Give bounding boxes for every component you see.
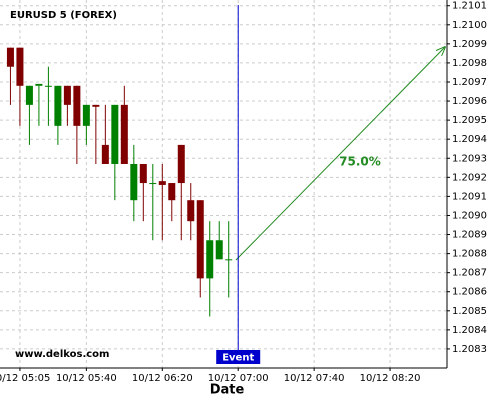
y-tick-label: 1.2088 (452, 249, 487, 260)
y-tick-label: 1.2100 (452, 20, 487, 31)
y-tick-label: 1.2085 (452, 306, 487, 317)
candle-body (92, 104, 100, 107)
candle-body (120, 104, 128, 164)
candle-body (206, 240, 214, 279)
candle-body (196, 200, 204, 279)
candle-body (149, 183, 157, 185)
candle-body (16, 47, 24, 86)
y-tick-label: 1.2089 (452, 230, 487, 241)
x-tick-label: 10/12 07:40 (284, 373, 345, 384)
y-tick-label: 1.2093 (452, 153, 487, 164)
candle-body (101, 144, 109, 164)
y-tick-label: 1.2087 (452, 268, 487, 279)
y-tick-label: 1.2099 (452, 39, 487, 50)
x-tick-label: 10/12 05:05 (0, 373, 50, 384)
candle-body (158, 181, 166, 185)
forecast-arrow (235, 47, 445, 261)
candle-body (6, 47, 14, 67)
watermark: www.delkos.com (15, 349, 109, 360)
candle-body (139, 163, 147, 184)
candle-body (187, 200, 195, 222)
event-box (216, 350, 261, 364)
y-tick-label: 1.2091 (452, 191, 487, 202)
y-tick-label: 1.2097 (452, 77, 487, 88)
candle-body (73, 85, 81, 126)
candle-body (25, 85, 33, 105)
y-tick-label: 1.2096 (452, 96, 487, 107)
forecast-label: 75.0% (339, 155, 381, 169)
candle-body (54, 85, 62, 126)
event-label: Event (222, 353, 254, 364)
candle-body (130, 163, 138, 201)
grid (0, 0, 447, 368)
x-tick-label: 10/12 07:00 (208, 373, 269, 384)
y-tick-label: 1.2083 (452, 344, 487, 355)
candle-body (215, 240, 223, 260)
y-tick-label: 1.2092 (452, 172, 487, 183)
candle-body (63, 85, 71, 105)
chart-title: EURUSD 5 (FOREX) (10, 10, 117, 21)
candles (6, 47, 233, 317)
y-tick-label: 1.2094 (452, 134, 487, 145)
y-tick-label: 1.2095 (452, 115, 487, 126)
y-tick-label: 1.2084 (452, 325, 487, 336)
candle-body (82, 104, 90, 126)
candle-body (35, 83, 43, 86)
x-axis-title: Date (210, 383, 245, 398)
x-tick-label: 10/12 06:20 (132, 373, 193, 384)
candle-body (44, 85, 52, 87)
candle-body (111, 104, 119, 164)
x-tick-label: 10/12 05:40 (56, 373, 117, 384)
candle-body (168, 183, 176, 201)
y-tick-label: 1.2098 (452, 58, 487, 69)
candle-body (225, 259, 233, 261)
y-tick-label: 1.2086 (452, 287, 487, 298)
x-tick-label: 10/12 08:20 (360, 373, 421, 384)
y-tick-label: 1.2101 (452, 1, 487, 12)
candle-body (177, 144, 185, 184)
y-tick-label: 1.2090 (452, 210, 487, 221)
